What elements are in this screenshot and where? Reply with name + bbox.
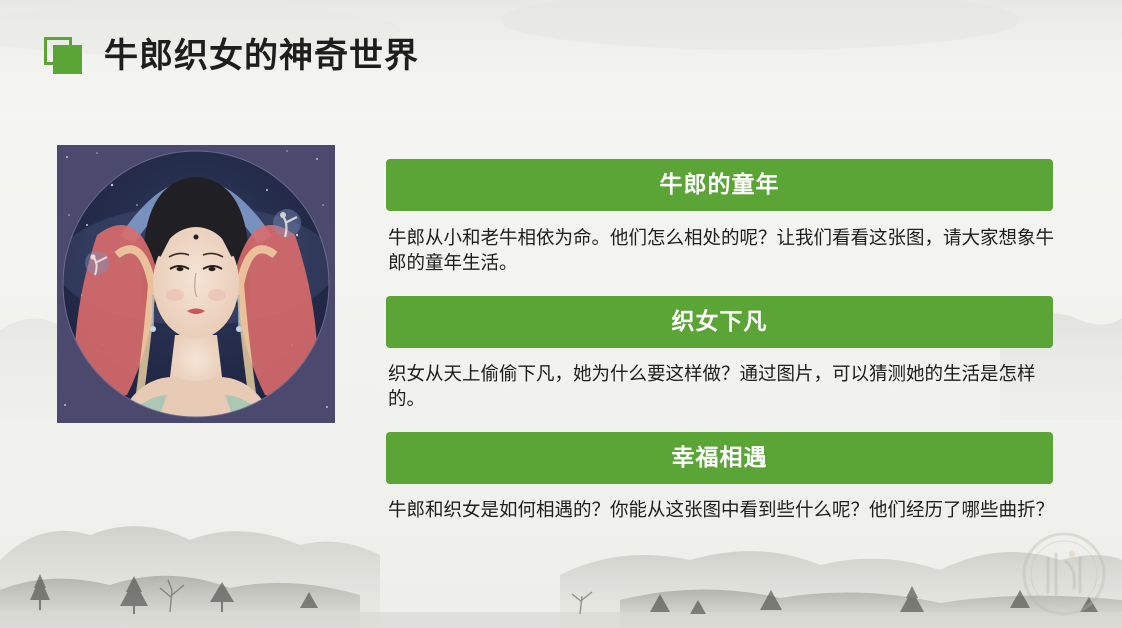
section-header-childhood: 牛郎的童年 (386, 159, 1053, 211)
weaver-girl-illustration (57, 145, 335, 423)
section-header-meeting: 幸福相遇 (386, 432, 1053, 484)
title-square-icon (44, 37, 84, 77)
section-header-descends: 织女下凡 (386, 296, 1053, 348)
seal-watermark-icon (1022, 532, 1106, 616)
section-text-descends: 织女从天上偷偷下凡，她为什么要这样做？通过图片，可以猜测她的生活是怎样的。 (388, 364, 1036, 410)
section-text-meeting: 牛郎和织女是如何相遇的？你能从这张图中看到些什么呢？他们经历了哪些曲折？ (388, 500, 1055, 521)
section-text-childhood: 牛郎从小和老牛相依为命。他们怎么相处的呢？让我们看看这张图，请大家想象牛郎的童年… (388, 228, 1055, 274)
page-title: 牛郎织女的神奇世界 (104, 36, 419, 76)
